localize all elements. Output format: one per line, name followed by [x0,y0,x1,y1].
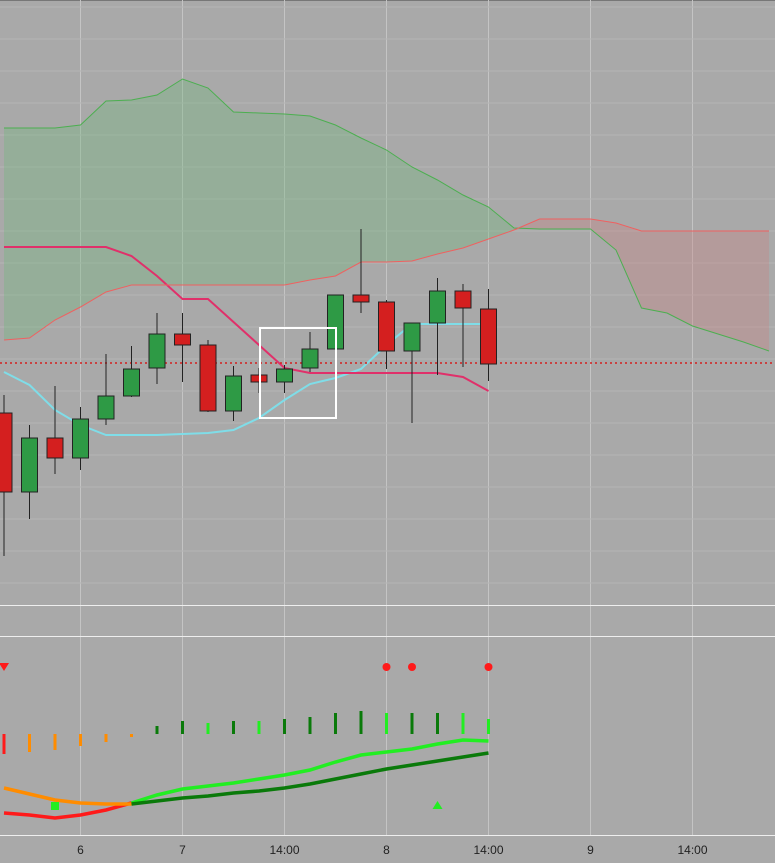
cloud-fill [463,195,489,248]
cloud-fill [55,125,81,320]
cloud-fill [590,219,616,250]
candle-body [0,412,13,493]
x-tick-label: 14:00 [269,843,299,857]
histogram-bar [334,713,337,734]
cloud-fill [233,112,259,285]
histogram-bar [283,719,286,734]
x-tick-label: 6 [77,843,84,857]
signal-triangle [0,663,9,671]
histogram-bar [436,713,439,734]
signal-triangle [432,801,443,809]
candle-body [225,375,242,412]
candle-body [403,322,421,352]
x-axis: 6 7 14:00 8 14:00 9 14:00 [77,843,708,857]
x-tick-label: 14:00 [677,843,707,857]
cloud-fill [437,180,463,254]
histogram-bar [104,734,108,742]
cloud-fill [259,113,285,285]
candle-body [72,418,89,459]
histogram-bar [155,726,159,734]
histogram-bar [130,734,133,737]
price-panel [0,78,775,556]
x-tick-label: 14:00 [473,843,503,857]
line [3,801,132,820]
line [130,738,489,805]
indicator-panel [0,663,493,820]
histogram-bar [308,717,312,734]
cloud-fill [616,223,642,308]
cloud-fill [565,219,591,229]
line [4,78,770,352]
candle-body [429,290,446,324]
cloud-fill [743,231,769,351]
cloud-fill [4,128,30,340]
candle-body [46,437,64,459]
histogram-bar [487,719,490,734]
candle-body [352,294,370,303]
histogram-bar [181,721,184,734]
line [131,751,489,806]
histogram-bar [206,723,210,734]
cloud-fill [386,150,412,262]
candle-body [276,368,293,383]
histogram-bar [410,713,414,734]
cloud-fill [80,101,106,307]
x-tick-label: 9 [587,843,594,857]
histogram-bar [79,734,82,746]
histogram-bar [385,713,388,734]
cloud-fill [692,231,718,334]
histogram-bar [461,713,465,734]
cloud-fill [131,95,157,285]
candle-body [454,290,472,309]
cloud-fill [29,128,55,338]
cloud-fill [667,231,693,326]
candle-body [199,344,217,412]
candle-body [301,348,319,369]
candle-body [480,308,497,365]
cloud-fill [284,114,310,285]
histogram-bar [359,711,363,734]
line [3,786,132,806]
selection-box [259,327,337,419]
signal-dot [484,663,493,671]
cloud-fill [718,231,744,342]
histogram-bar [257,721,261,734]
cloud-fill [182,79,208,285]
candle-body [148,333,166,369]
x-tick-label: 8 [383,843,390,857]
signal-dot [382,663,391,671]
cloud-fill [335,125,361,276]
histogram-bar [232,721,235,734]
candle-body [378,301,395,352]
histogram-bar [53,734,57,750]
x-tick-label: 7 [179,843,186,857]
line [4,246,489,392]
cloud-fill [310,116,336,280]
signal-square [51,802,59,810]
signal-dot [408,663,416,671]
cloud-fill [361,138,387,262]
cloud-fill [539,219,565,229]
histogram-bar [28,734,31,752]
candle-body [123,368,140,397]
cloud-fill [412,167,438,261]
cloud-fill [208,88,234,285]
grid [0,0,775,835]
cloud-fill [488,207,514,239]
cloud-fill [641,231,667,313]
candle-body [174,333,191,346]
candle-body [21,437,38,493]
cloud-fill [157,79,183,285]
line [3,218,769,341]
candle-body [97,395,115,420]
histogram-bar [2,734,6,754]
cloud-fill [106,100,132,292]
